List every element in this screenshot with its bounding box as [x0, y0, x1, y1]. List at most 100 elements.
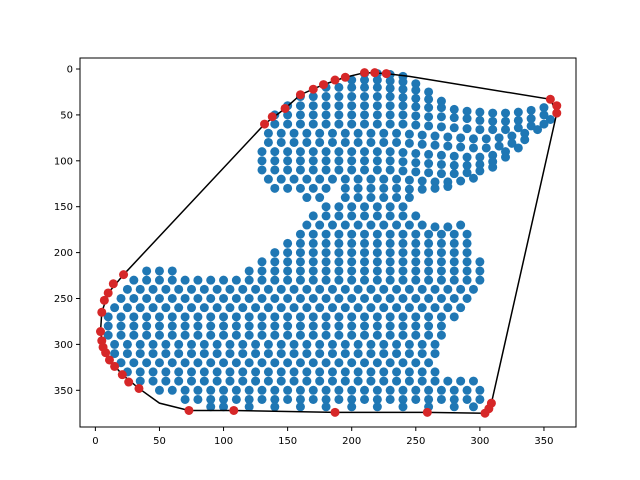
data-point — [372, 330, 382, 340]
data-point — [372, 358, 382, 368]
data-point — [193, 330, 203, 340]
data-point — [392, 137, 402, 147]
data-point — [154, 275, 164, 285]
data-point — [263, 137, 273, 147]
data-point — [334, 165, 344, 175]
data-point — [129, 293, 139, 303]
data-point — [103, 321, 113, 331]
data-point — [263, 367, 273, 377]
data-point — [283, 147, 293, 157]
data-point — [468, 173, 478, 183]
data-point — [180, 275, 190, 285]
data-point — [417, 349, 427, 359]
data-point — [199, 367, 209, 377]
data-point — [449, 113, 459, 123]
data-point — [398, 148, 408, 158]
data-point — [398, 358, 408, 368]
data-point — [321, 110, 331, 120]
data-layer — [103, 69, 555, 412]
data-point — [219, 321, 229, 331]
data-point — [308, 385, 318, 395]
data-point — [385, 293, 395, 303]
data-point — [244, 275, 254, 285]
data-point — [174, 303, 184, 313]
data-point — [238, 284, 248, 294]
data-point — [347, 211, 357, 221]
data-point — [462, 275, 472, 285]
data-point — [231, 312, 241, 322]
data-point — [334, 394, 344, 404]
data-point — [193, 385, 203, 395]
data-point — [289, 349, 299, 359]
data-point — [347, 293, 357, 303]
hull-vertex-point — [330, 75, 340, 85]
data-point — [411, 158, 421, 168]
data-point — [475, 107, 485, 117]
data-point — [129, 275, 139, 285]
data-point — [334, 119, 344, 129]
data-point — [244, 293, 254, 303]
data-point — [302, 128, 312, 138]
data-point — [475, 275, 485, 285]
data-point — [385, 101, 395, 111]
data-point — [340, 193, 350, 203]
data-point — [456, 303, 466, 313]
data-point — [398, 385, 408, 395]
data-point — [327, 137, 337, 147]
data-point — [411, 85, 421, 95]
hull-vertex-point — [103, 288, 113, 298]
data-point — [283, 293, 293, 303]
data-point — [372, 312, 382, 322]
data-point — [424, 330, 434, 340]
data-point — [154, 358, 164, 368]
data-point — [295, 229, 305, 239]
data-point — [443, 284, 453, 294]
hull-vertex-point — [99, 295, 109, 305]
hull-vertex-point — [330, 407, 340, 417]
data-point — [270, 402, 280, 412]
data-point — [276, 376, 286, 386]
data-point — [411, 321, 421, 331]
data-point — [270, 147, 280, 157]
data-point — [430, 284, 440, 294]
y-tick-label: 250 — [54, 294, 73, 305]
y-tick-label: 200 — [54, 248, 73, 259]
data-point — [436, 229, 446, 239]
data-point — [360, 211, 370, 221]
data-point — [142, 321, 152, 331]
data-point — [411, 120, 421, 130]
data-point — [193, 293, 203, 303]
data-point — [424, 275, 434, 285]
data-point — [263, 128, 273, 138]
data-point — [404, 303, 414, 313]
data-point — [321, 183, 331, 193]
hull-vertex-point — [117, 370, 127, 380]
data-point — [308, 358, 318, 368]
data-point — [283, 257, 293, 267]
data-point — [404, 376, 414, 386]
data-point — [347, 82, 357, 92]
data-point — [302, 339, 312, 349]
data-point — [404, 367, 414, 377]
data-point — [180, 321, 190, 331]
data-point — [308, 248, 318, 258]
data-point — [379, 376, 389, 386]
data-point — [161, 339, 171, 349]
data-point — [379, 339, 389, 349]
y-tick-label: 150 — [54, 202, 73, 213]
data-point — [251, 339, 261, 349]
data-point — [270, 394, 280, 404]
hull-vertex-point — [96, 327, 106, 337]
data-point — [424, 112, 434, 122]
data-point — [411, 312, 421, 322]
data-point — [295, 165, 305, 175]
data-point — [449, 123, 459, 133]
data-point — [398, 312, 408, 322]
data-point — [334, 82, 344, 92]
data-point — [392, 349, 402, 359]
data-point — [372, 238, 382, 248]
data-point — [411, 266, 421, 276]
data-point — [219, 358, 229, 368]
data-point — [270, 293, 280, 303]
data-point — [315, 367, 325, 377]
